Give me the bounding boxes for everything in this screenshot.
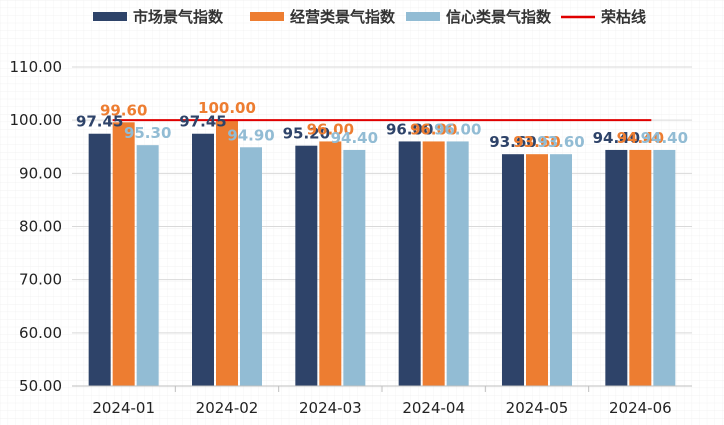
data-label: 95.30 <box>124 124 171 142</box>
bar <box>343 149 366 386</box>
y-axis: 50.00 60.00 70.00 80.00 90.00 100.00 110.00 <box>10 58 63 395</box>
x-tick-label: 2024-06 <box>609 399 672 417</box>
x-axis: 2024-01 2024-02 2024-03 2024-04 2024-05 2024-… <box>72 385 692 417</box>
bar <box>502 154 524 386</box>
bar <box>550 154 572 386</box>
data-label: 99.60 <box>100 101 147 119</box>
x-tick-label: 2024-05 <box>506 399 569 417</box>
bar <box>88 133 111 386</box>
data-label: 96.00 <box>410 120 457 138</box>
bar <box>216 120 238 387</box>
bar <box>240 147 262 386</box>
y-tick-label: 60.00 <box>19 324 62 342</box>
legend-label: 荣枯线 <box>600 8 646 26</box>
y-tick-label: 80.00 <box>19 218 62 236</box>
legend-label: 经营类景气指数 <box>290 8 396 26</box>
bar <box>192 133 214 386</box>
data-label: 94.90 <box>227 126 274 144</box>
data-label: 100.00 <box>198 99 256 117</box>
x-tick-label: 2024-03 <box>299 399 362 417</box>
legend-label: 信心类景气指数 <box>446 8 552 26</box>
legend-swatch <box>250 12 284 21</box>
bar <box>422 141 445 386</box>
bar <box>398 141 421 386</box>
x-tick-label: 2024-04 <box>402 399 465 417</box>
bar <box>526 154 548 386</box>
y-tick-label: 90.00 <box>19 164 62 182</box>
data-label: 96.00 <box>307 120 354 138</box>
data-label: 95.20 <box>283 125 330 143</box>
legend: 市场景气指数 经营类景气指数 信心类景气指数 荣枯线 <box>93 8 646 26</box>
x-tick-label: 2024-02 <box>196 399 259 417</box>
bar <box>136 145 159 386</box>
legend-swatch <box>93 12 127 21</box>
data-label: 97.45 <box>179 113 226 131</box>
bars <box>88 120 676 387</box>
legend-swatch <box>406 12 440 21</box>
data-label: 93.60 <box>489 133 536 151</box>
bar <box>112 122 135 386</box>
data-label: 93.60 <box>537 133 584 151</box>
data-label: 96.00 <box>434 120 481 138</box>
y-tick-label: 50.00 <box>19 377 62 395</box>
y-tick-label: 70.00 <box>19 271 62 289</box>
data-label: 93.60 <box>513 133 560 151</box>
x-tick-label: 2024-01 <box>92 399 155 417</box>
bar <box>446 141 469 386</box>
y-tick-label: 100.00 <box>10 111 63 129</box>
data-label: 97.45 <box>76 113 123 131</box>
bar <box>295 145 318 386</box>
legend-label: 市场景气指数 <box>133 8 224 26</box>
bar <box>629 149 652 386</box>
data-label: 94.40 <box>331 129 378 147</box>
bar <box>319 141 342 386</box>
data-label: 96.00 <box>386 120 433 138</box>
data-label: 94.40 <box>641 129 688 147</box>
bar <box>653 149 676 386</box>
y-tick-label: 110.00 <box>10 58 63 76</box>
data-label: 94.40 <box>593 129 640 147</box>
bar <box>605 149 628 386</box>
data-label: 94.40 <box>617 129 664 147</box>
